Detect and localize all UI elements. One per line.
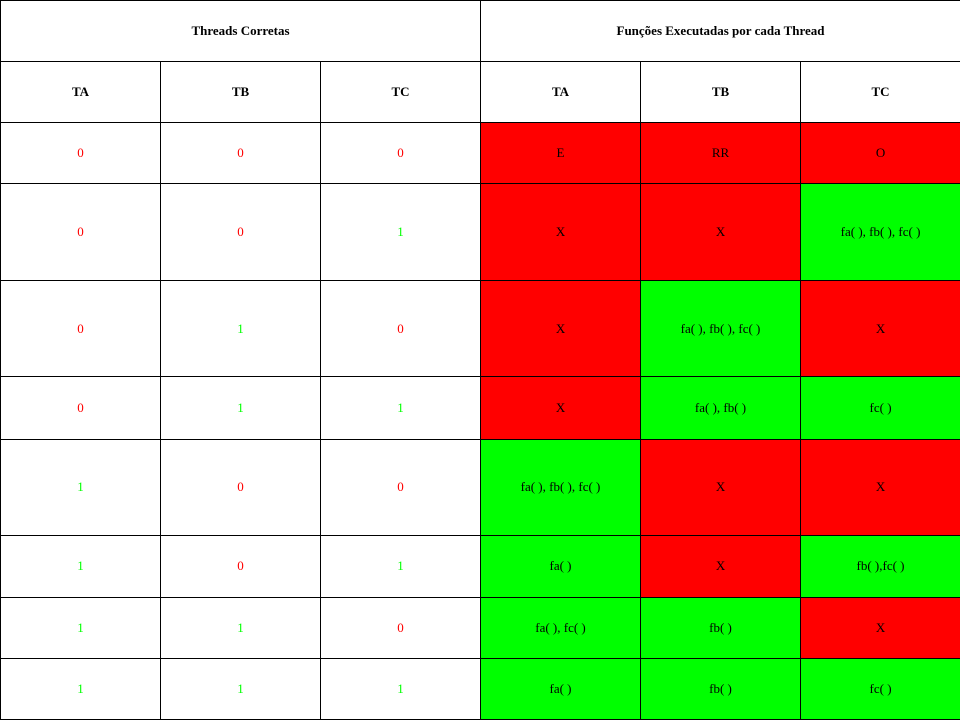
executed-functions-cell: O — [800, 121, 960, 185]
executed-functions-cell: E — [480, 121, 642, 185]
col-header-tc-funcs: TC — [800, 61, 960, 123]
executed-functions-cell: fa( ), fb( ), fc( ) — [800, 183, 960, 282]
correct-flag-cell: 0 — [160, 183, 321, 282]
executed-functions-cell: X — [800, 596, 960, 659]
correct-flag-cell: 0 — [0, 121, 161, 185]
executed-functions-cell: fa( ), fb( ), fc( ) — [640, 280, 802, 378]
header-threads-corretas: Threads Corretas — [0, 0, 482, 62]
executed-functions-cell: fa( ), fc( ) — [480, 596, 642, 659]
correct-flag-cell: 0 — [319, 280, 482, 378]
correct-flag-cell: 0 — [160, 121, 321, 185]
executed-functions-cell: fa( ), fb( ), fc( ) — [480, 438, 642, 536]
table-row: 1 1 1 fa( ) fb( ) fc( ) — [0, 657, 960, 720]
correct-flag-cell: 1 — [160, 280, 321, 378]
column-header-row: TA TB TC TA TB TC — [0, 61, 960, 123]
executed-functions-cell: RR — [640, 121, 802, 185]
correct-flag-cell: 0 — [0, 183, 161, 282]
executed-functions-cell: X — [800, 438, 960, 536]
executed-functions-cell: X — [480, 280, 642, 378]
col-header-tc-flag: TC — [319, 61, 482, 123]
executed-functions-cell: X — [480, 183, 642, 282]
executed-functions-cell: fa( ) — [480, 534, 642, 598]
executed-functions-cell: fa( ) — [480, 657, 642, 720]
col-header-tb-flag: TB — [160, 61, 321, 123]
col-header-tb-funcs: TB — [640, 61, 802, 123]
executed-functions-cell: fa( ), fb( ) — [640, 376, 802, 440]
correct-flag-cell: 0 — [0, 280, 161, 378]
correct-flag-cell: 1 — [319, 534, 482, 598]
col-header-ta-flag: TA — [0, 61, 161, 123]
correct-flag-cell: 1 — [0, 657, 161, 720]
executed-functions-cell: fb( ) — [640, 596, 802, 659]
correct-flag-cell: 0 — [160, 534, 321, 598]
correct-flag-cell: 1 — [0, 596, 161, 659]
correct-flag-cell: 0 — [319, 121, 482, 185]
header-funcoes-executadas: Funções Executadas por cada Thread — [480, 0, 960, 62]
group-header-row: Threads Corretas Funções Executadas por … — [0, 0, 960, 62]
correct-flag-cell: 0 — [160, 438, 321, 536]
executed-functions-cell: X — [640, 534, 802, 598]
correct-flag-cell: 1 — [319, 376, 482, 440]
correct-flag-cell: 0 — [319, 438, 482, 536]
correct-flag-cell: 1 — [160, 596, 321, 659]
table-row: 1 1 0 fa( ), fc( ) fb( ) X — [0, 596, 960, 659]
executed-functions-cell: X — [800, 280, 960, 378]
correct-flag-cell: 0 — [0, 376, 161, 440]
table-row: 0 0 0 E RR O — [0, 121, 960, 185]
executed-functions-cell: fc( ) — [800, 376, 960, 440]
correct-flag-cell: 1 — [0, 438, 161, 536]
executed-functions-cell: X — [640, 183, 802, 282]
correct-flag-cell: 1 — [160, 376, 321, 440]
correct-flag-cell: 1 — [319, 657, 482, 720]
correct-flag-cell: 0 — [319, 596, 482, 659]
executed-functions-cell: X — [640, 438, 802, 536]
table-row: 1 0 0 fa( ), fb( ), fc( ) X X — [0, 438, 960, 536]
executed-functions-cell: fb( ) — [640, 657, 802, 720]
correct-flag-cell: 1 — [160, 657, 321, 720]
col-header-ta-funcs: TA — [480, 61, 642, 123]
correct-flag-cell: 1 — [0, 534, 161, 598]
executed-functions-cell: fb( ),fc( ) — [800, 534, 960, 598]
executed-functions-cell: X — [480, 376, 642, 440]
correct-flag-cell: 1 — [319, 183, 482, 282]
executed-functions-cell: fc( ) — [800, 657, 960, 720]
